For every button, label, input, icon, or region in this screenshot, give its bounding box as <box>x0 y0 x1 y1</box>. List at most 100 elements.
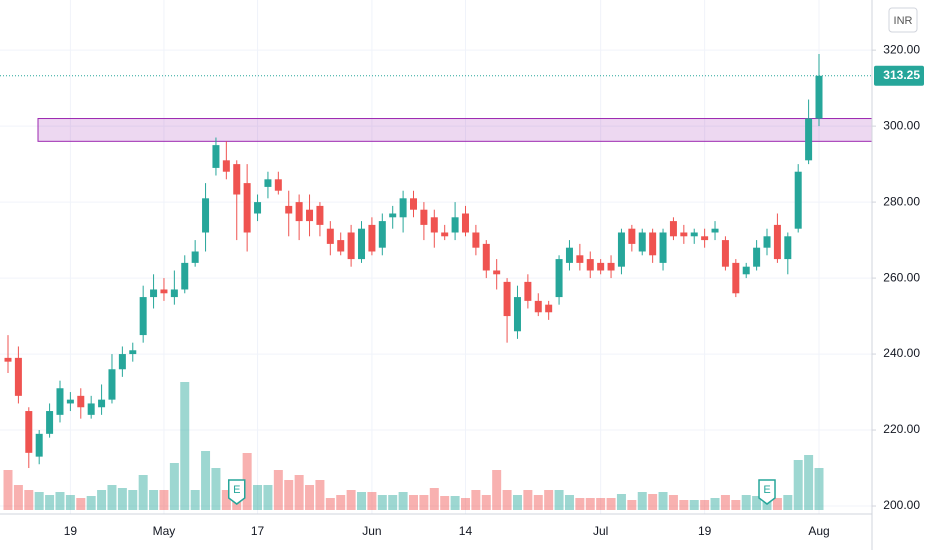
volume-bar <box>689 500 699 510</box>
candle-body <box>160 289 168 294</box>
candle-body <box>35 433 43 457</box>
volume-bar <box>544 490 554 510</box>
candle-body <box>461 213 469 233</box>
earnings-label[interactable]: E <box>233 484 240 496</box>
candle-body <box>565 247 573 263</box>
volume-bar <box>429 488 439 510</box>
x-tick-label: 19 <box>64 524 78 538</box>
candle-body <box>617 232 625 267</box>
candle-body <box>108 369 116 400</box>
volume-bar <box>679 500 689 510</box>
volume-bar <box>211 468 221 510</box>
candle-body <box>763 236 771 248</box>
volume-bar <box>492 470 502 510</box>
y-tick-label: 280.00 <box>883 194 920 208</box>
volume-bar <box>481 495 491 510</box>
volume-bar <box>190 490 200 510</box>
volume-bar <box>180 382 190 510</box>
volume-bar <box>325 498 335 510</box>
volume-bar <box>409 495 418 510</box>
candle-body <box>597 262 605 271</box>
earnings-marker[interactable] <box>227 479 246 505</box>
y-tick-label: 220.00 <box>883 422 920 436</box>
candle-body <box>222 160 230 172</box>
candle-body <box>607 262 615 271</box>
candle-body <box>202 198 210 233</box>
earnings-label[interactable]: E <box>763 484 770 496</box>
volume-bar <box>263 485 273 510</box>
candle-body <box>732 262 740 294</box>
last-price-box <box>874 65 924 86</box>
candle-body <box>794 171 802 229</box>
candle-body <box>513 297 521 332</box>
candle-body <box>254 202 262 214</box>
candle-body <box>586 259 594 271</box>
volume-bar <box>45 495 55 510</box>
volume-bar <box>627 500 637 510</box>
candle-body <box>170 289 178 298</box>
y-tick-label: 200.00 <box>883 498 920 512</box>
candle-body <box>399 198 407 218</box>
candle-body <box>534 300 542 313</box>
volume-bar <box>720 495 730 510</box>
candle-body <box>150 289 158 298</box>
volume-bar <box>502 490 512 510</box>
candle-body <box>576 255 584 263</box>
volume-bar <box>419 495 429 510</box>
x-tick-label: Aug <box>808 524 829 538</box>
volume-bar <box>159 490 169 510</box>
y-tick-label: 320.00 <box>883 42 920 56</box>
candle-body <box>191 251 199 263</box>
candle-body <box>243 183 251 233</box>
candle-body <box>46 411 54 434</box>
volume-bar <box>242 453 252 510</box>
candle-body <box>347 232 355 260</box>
candle-body <box>524 281 532 301</box>
volume-bar <box>564 495 574 510</box>
currency-box[interactable] <box>888 7 918 33</box>
candle-body <box>815 75 823 119</box>
volume-bar <box>336 495 346 510</box>
volume-bar <box>648 494 658 510</box>
volume-bar <box>616 494 626 510</box>
earnings-marker[interactable] <box>758 479 776 505</box>
volume-bar <box>346 490 356 510</box>
candle-body <box>649 232 657 256</box>
candle-body <box>25 411 33 453</box>
candle-body <box>420 209 428 225</box>
candle-body <box>14 357 22 396</box>
volume-bar <box>97 490 107 510</box>
candle-body <box>430 217 438 233</box>
candle-body <box>233 164 241 195</box>
volume-bar <box>793 460 803 510</box>
candle-body <box>742 266 750 275</box>
candle-body <box>264 179 272 187</box>
y-tick-label: 260.00 <box>883 270 920 284</box>
last-price-label: 313.25 <box>883 68 920 82</box>
candle-body <box>389 213 397 218</box>
candle-body <box>711 228 719 233</box>
volume-bar <box>201 451 211 510</box>
candle-body <box>680 232 688 237</box>
volume-bar <box>169 463 179 510</box>
candle-body <box>378 221 386 248</box>
y-tick-label: 300.00 <box>883 118 920 132</box>
volume-bar <box>221 490 231 510</box>
volume-bar <box>731 500 741 510</box>
candle-body <box>410 198 417 210</box>
volume-bar <box>637 492 647 510</box>
candle-body <box>701 236 709 241</box>
candle-body <box>638 232 646 252</box>
candle-body <box>98 399 106 408</box>
candle-body <box>212 145 220 168</box>
candle-body <box>274 179 282 191</box>
candle-body <box>285 205 293 214</box>
volume-bar <box>34 492 44 510</box>
y-tick-label: 240.00 <box>883 346 920 360</box>
volume-bar <box>107 485 117 510</box>
x-tick-label: Jun <box>362 524 381 538</box>
candle-body <box>66 399 74 404</box>
currency[interactable]: INR <box>894 15 913 27</box>
candle-body <box>669 221 677 237</box>
